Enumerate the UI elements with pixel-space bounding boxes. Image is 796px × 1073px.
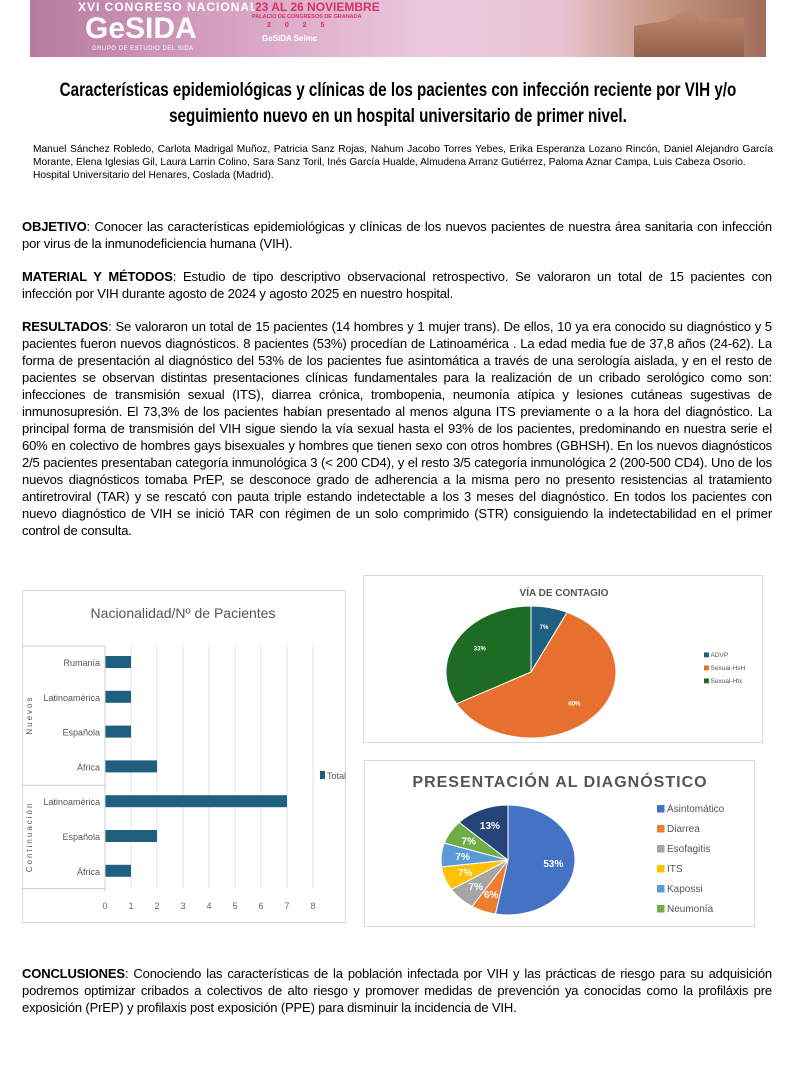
data-label: 7% xyxy=(455,852,470,863)
section-text: : Estudio de tipo descriptivo observacio… xyxy=(22,269,772,301)
legend-label: Total xyxy=(327,771,346,781)
banner-line1: XVI CONGRESO NACIONAL xyxy=(78,0,259,14)
alhambra-image xyxy=(634,10,744,57)
section-text: : Se valoraron un total de 15 pacientes … xyxy=(22,319,772,538)
section-text: : Conociendo las características de la p… xyxy=(22,966,772,1015)
section-metodos: MATERIAL Y MÉTODOS: Estudio de tipo desc… xyxy=(22,268,772,302)
legend-swatch xyxy=(657,845,665,853)
legend-item: Kapossi xyxy=(667,884,703,895)
data-label: 7% xyxy=(462,836,477,847)
legend-item: ADVP xyxy=(711,652,729,659)
data-label: 7% xyxy=(469,882,484,893)
pie-slice xyxy=(455,611,617,739)
group-label: Nuevos xyxy=(25,696,34,735)
category-label: Española xyxy=(62,728,100,738)
congress-banner: XVI CONGRESO NACIONAL GeSIDA GRUPO DE ES… xyxy=(30,0,766,57)
x-tick-label: 2 xyxy=(154,901,159,911)
pie-chart-svg: PRESENTACIÓN AL DIAGNÓSTICO 53%6%7%7%7%7… xyxy=(412,772,725,916)
legend-swatch xyxy=(704,665,709,671)
data-label: 13% xyxy=(480,821,500,832)
transmission-pie-chart: VÍA DE CONTAGIO 7% 60% 33% ADVP Sexual-HsH Se… xyxy=(363,575,763,743)
section-label: CONCLUSIONES xyxy=(22,966,125,981)
bar xyxy=(105,690,131,703)
x-tick-label: 8 xyxy=(310,901,315,911)
legend-item: Asintomático xyxy=(667,804,725,815)
section-conclusiones: CONCLUSIONES: Conociendo las característ… xyxy=(22,965,772,1016)
category-label: Española xyxy=(62,832,100,842)
pie-slice xyxy=(494,804,576,916)
category-label: África xyxy=(77,762,100,772)
pie-chart-svg: VÍA DE CONTAGIO 7% 60% 33% ADVP Sexual-HsH Se… xyxy=(445,586,746,739)
pie-slice xyxy=(445,605,532,705)
section-label: MATERIAL Y MÉTODOS xyxy=(22,269,173,284)
bar xyxy=(105,830,157,842)
legend-swatch xyxy=(704,678,709,684)
banner-venue: PALACIO DE CONGRESOS DE GRANADA xyxy=(252,14,362,20)
data-label: 53% xyxy=(543,859,563,870)
legend-item: Neumonía xyxy=(667,904,714,915)
data-label: 33% xyxy=(474,646,487,652)
x-tick-label: 4 xyxy=(206,901,211,911)
legend-swatch xyxy=(657,865,665,873)
authors: Manuel Sánchez Robledo, Carlota Madrigal… xyxy=(33,143,773,182)
legend-swatch xyxy=(657,885,665,893)
category-label: Latinoamérica xyxy=(43,693,100,703)
legend-item: Diarrea xyxy=(667,824,700,835)
bar xyxy=(105,656,131,668)
bar-chart-svg: Nacionalidad/Nº de Pacientes 0 1 2 3 4 5 6 7 8 Ru… xyxy=(23,605,346,911)
bar xyxy=(105,725,131,738)
category-label: Rumanía xyxy=(63,658,100,668)
legend-swatch xyxy=(657,805,665,813)
author-list: Manuel Sánchez Robledo, Carlota Madrigal… xyxy=(33,144,773,168)
presentation-pie-chart: PRESENTACIÓN AL DIAGNÓSTICO 53% 6% 7% 7% 7% 7… xyxy=(364,760,755,927)
data-label: 7% xyxy=(458,868,473,879)
legend-swatch xyxy=(657,825,665,833)
poster-title: Características epidemiológicas y clínic… xyxy=(59,80,737,127)
section-text: : Conocer las características epidemioló… xyxy=(22,219,772,251)
x-tick-label: 7 xyxy=(284,901,289,911)
data-label: 7% xyxy=(540,625,549,631)
x-tick-label: 5 xyxy=(232,901,237,911)
x-tick-label: 1 xyxy=(128,901,133,911)
section-resultados: RESULTADOS: Se valoraron un total de 15 … xyxy=(22,318,772,539)
affiliation: Hospital Universitario del Henares, Cosl… xyxy=(33,170,274,181)
legend-swatch xyxy=(657,905,665,913)
chart-title: VÍA DE CONTAGIO xyxy=(520,586,609,599)
legend-item: Esofagitis xyxy=(667,844,710,855)
pie-slice xyxy=(458,804,509,862)
legend-swatch xyxy=(704,652,709,658)
bar xyxy=(105,760,157,773)
banner-dates: 23 AL 26 NOVIEMBRE xyxy=(255,0,380,14)
x-tick-label: 3 xyxy=(180,901,185,911)
category-label: Latinoamérica xyxy=(43,797,100,807)
bar xyxy=(105,864,131,877)
chart-title: Nacionalidad/Nº de Pacientes xyxy=(91,605,276,621)
x-tick-label: 0 xyxy=(102,901,107,911)
sponsor-logos: GeSIDA Seimc xyxy=(262,34,318,43)
legend-item: Sexual-HsH xyxy=(711,665,746,672)
bar xyxy=(105,795,287,808)
gesida-logo: GeSIDA xyxy=(85,12,197,45)
section-objetivo: OBJETIVO: Conocer las características ep… xyxy=(22,218,772,252)
nationality-bar-chart: Nacionalidad/Nº de Pacientes 0 1 2 3 4 5 6 7 8 Ru… xyxy=(22,590,346,923)
category-label: África xyxy=(77,867,100,877)
group-label: Continuación xyxy=(25,802,34,873)
poster-title-container: Características epidemiológicas y clínic… xyxy=(20,78,776,132)
legend-swatch xyxy=(320,771,325,779)
x-tick-label: 6 xyxy=(258,901,263,911)
banner-subtitle: GRUPO DE ESTUDIO DEL SIDA xyxy=(92,46,194,52)
data-label: 6% xyxy=(484,890,499,901)
data-label: 60% xyxy=(568,702,581,708)
section-label: OBJETIVO xyxy=(22,219,87,234)
banner-year: 2 0 2 5 xyxy=(267,22,331,29)
legend-item: ITS xyxy=(667,864,683,875)
legend-item: Sexual-Htx xyxy=(711,678,744,685)
chart-title: PRESENTACIÓN AL DIAGNÓSTICO xyxy=(412,772,707,791)
section-label: RESULTADOS xyxy=(22,319,109,334)
